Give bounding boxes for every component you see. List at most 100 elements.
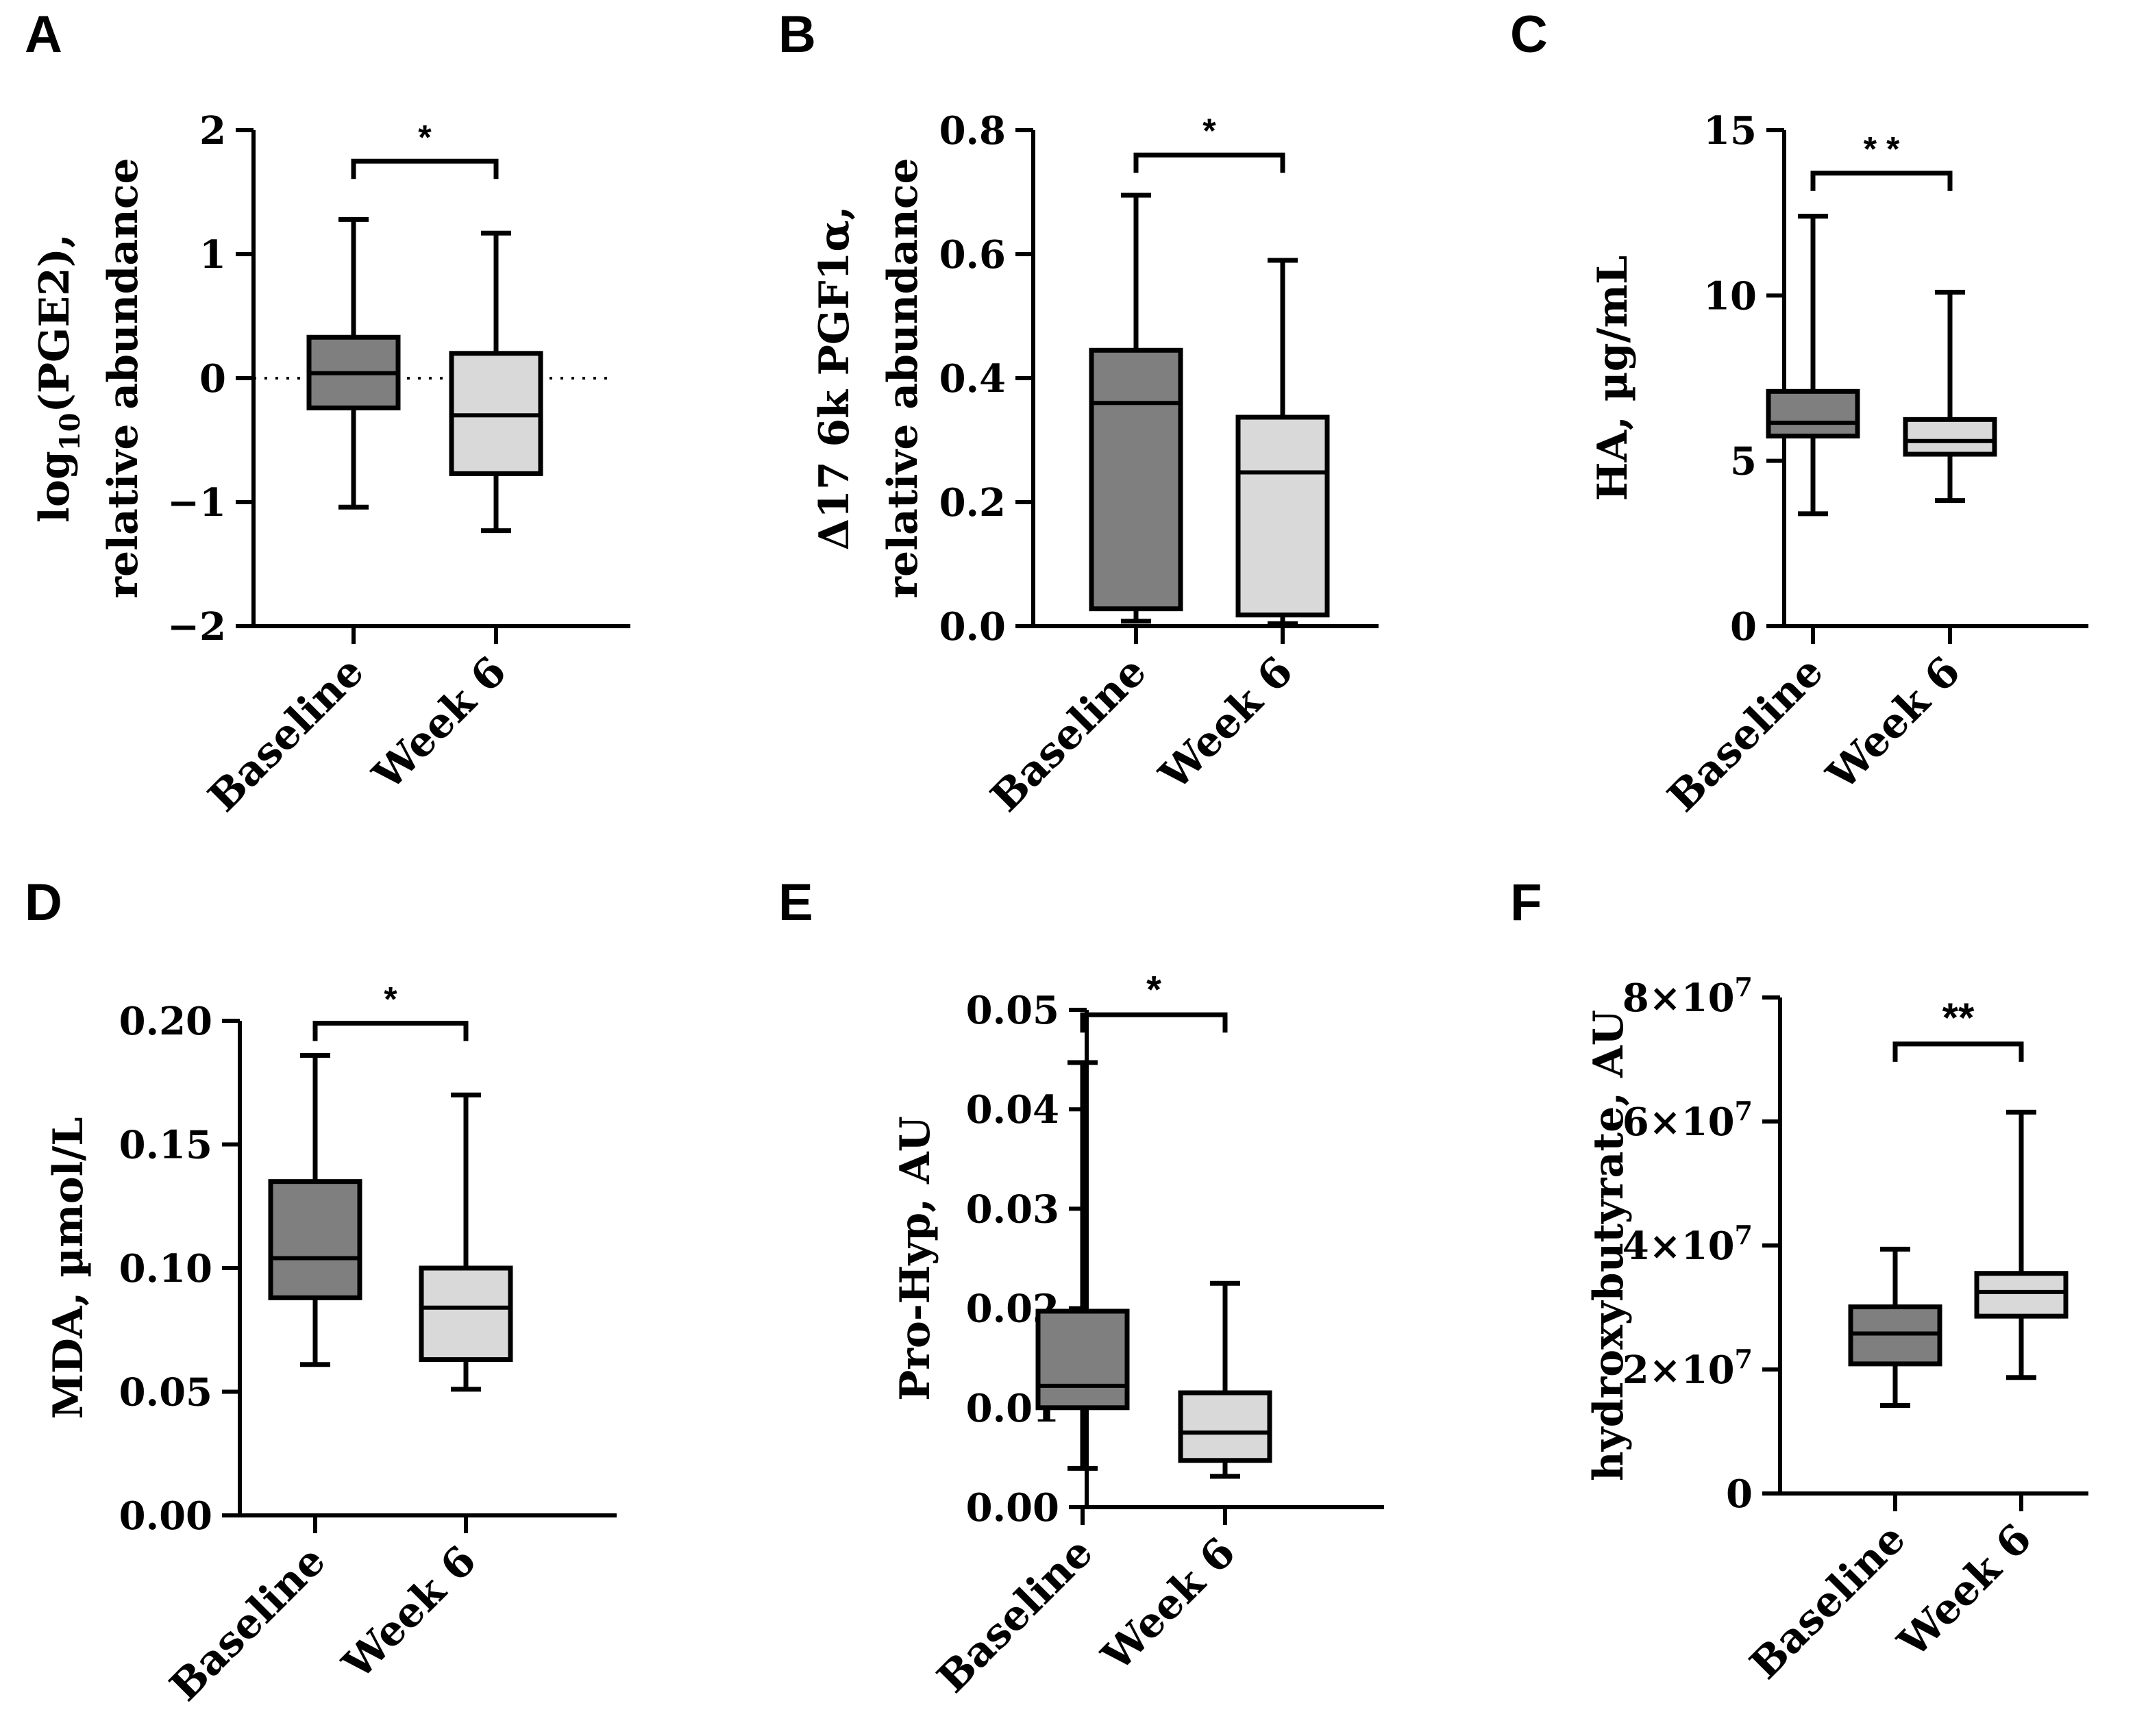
panel-a: A −2 −1 0 1 2 Baseline Week 6 * log10(PGE2), relat… <box>0 0 711 868</box>
panel-e: E 0.00 0.01 0.02 0.03 0.04 0.05 Baseline Week 6 *… <box>754 868 1465 1736</box>
iqr-box <box>1235 414 1330 618</box>
significance-label: * <box>418 118 432 156</box>
box-baseline <box>268 1053 362 1367</box>
y-tick-label: 10 <box>1703 273 1757 319</box>
y-tick-label: 0.05 <box>119 1370 212 1415</box>
significance-label: ** <box>1942 995 1975 1041</box>
y-axis-title: Pro-Hyp, AU <box>891 1116 939 1401</box>
y-tick-label: 4×107 <box>1622 1219 1753 1269</box>
box-week-6 <box>1974 1109 2069 1380</box>
x-category-label: Baseline <box>1659 647 1833 821</box>
iqr-box <box>1035 1309 1130 1411</box>
significance-bracket <box>1080 1012 1228 1033</box>
y-tick-label: 0.04 <box>966 1087 1059 1132</box>
y-tick-label: 0.6 <box>939 232 1006 277</box>
y-tick-label: 0 <box>199 356 226 401</box>
panel-c: C 0 5 10 15 Baseline Week 6 * * HA, µg/mL <box>1485 0 2135 868</box>
y-tick-label: 0.2 <box>939 480 1006 525</box>
panel-letter: D <box>25 873 62 932</box>
x-category-label: Baseline <box>928 1528 1102 1702</box>
panel-letter: C <box>1510 5 1548 64</box>
x-category-label: Week 6 <box>1818 647 1970 799</box>
y-tick-label: 1 <box>199 232 226 277</box>
significance-label: * <box>1146 967 1161 1010</box>
iqr-box <box>1974 1271 2069 1319</box>
significance-bracket <box>351 158 499 179</box>
box-week-6 <box>1903 290 1997 504</box>
panel-letter: E <box>778 873 813 932</box>
x-category-label: Baseline <box>161 1537 335 1711</box>
panel-letter: F <box>1510 873 1542 932</box>
x-category-label: Baseline <box>1741 1515 1915 1689</box>
panel-letter: A <box>25 5 62 64</box>
y-tick-label: 0.8 <box>939 108 1006 153</box>
y-tick-label: 5 <box>1730 439 1757 484</box>
y-axis-title: hydroxybutyrate, AU <box>1585 1010 1633 1481</box>
iqr-box <box>1178 1390 1272 1463</box>
y-axis-title: MDA, µmol/L <box>45 1117 92 1419</box>
y-tick-label: −1 <box>167 480 226 525</box>
significance-bracket <box>312 1021 469 1041</box>
panel-letter: B <box>778 5 816 64</box>
y-tick-label: 0 <box>1726 1472 1753 1517</box>
iqr-box <box>1903 417 1997 457</box>
x-category-label: Week 6 <box>364 647 516 799</box>
iqr-box <box>419 1265 513 1363</box>
y-axis-title: HA, µg/mL <box>1589 256 1637 501</box>
panel-f: F 0 2×107 4×107 6×107 8×107 Baseline Week 6 ** hy… <box>1485 868 2135 1736</box>
y-axis-title: relative abundance <box>99 158 147 598</box>
y-tick-label: 15 <box>1703 108 1757 153</box>
y-tick-label: 0.4 <box>939 356 1006 401</box>
y-tick-label: 6×107 <box>1622 1095 1753 1145</box>
y-tick-label: 2×107 <box>1622 1343 1753 1393</box>
x-category-label: Baseline <box>199 647 373 821</box>
box-baseline <box>1035 1060 1130 1471</box>
box-week-6 <box>1178 1280 1272 1479</box>
y-tick-label: 0.05 <box>966 988 1059 1033</box>
significance-label: * <box>384 980 397 1019</box>
y-tick-label: 0.0 <box>939 604 1006 649</box>
y-tick-label: −2 <box>167 604 226 649</box>
x-category-label: Baseline <box>982 647 1156 821</box>
x-category-label: Week 6 <box>1150 647 1303 799</box>
significance-bracket <box>1892 1041 2024 1062</box>
x-category-label: Week 6 <box>1093 1528 1245 1681</box>
iqr-box <box>268 1179 362 1300</box>
box-baseline <box>306 216 401 510</box>
y-tick-label: 0.10 <box>119 1246 212 1291</box>
panel-d: D 0.00 0.05 0.10 0.15 0.20 Baseline Week 6 * MDA,… <box>0 868 711 1736</box>
y-tick-label: 0.20 <box>119 999 212 1044</box>
significance-bracket <box>1810 171 1953 191</box>
significance-bracket <box>1133 152 1285 173</box>
y-axis-title: log10(PGE2), <box>31 234 86 523</box>
box-week-6 <box>449 230 543 534</box>
y-axis-title: relative abundance <box>879 158 927 598</box>
box-baseline <box>1089 193 1183 624</box>
y-tick-label: 8×107 <box>1622 971 1753 1021</box>
significance-label: * <box>1202 112 1216 150</box>
x-category-label: Week 6 <box>1889 1515 2041 1667</box>
box-week-6 <box>1235 258 1330 626</box>
y-tick-label: 0 <box>1730 604 1757 649</box>
panel-b: B 0.0 0.2 0.4 0.6 0.8 Baseline Week 6 * Δ17 6k PG… <box>754 0 1465 868</box>
y-tick-label: 0.15 <box>119 1123 212 1168</box>
significance-label: * * <box>1864 130 1900 169</box>
y-tick-label: 2 <box>199 108 226 153</box>
x-category-label: Week 6 <box>334 1537 486 1689</box>
box-baseline <box>1848 1246 1942 1408</box>
iqr-box <box>1766 388 1860 438</box>
box-baseline <box>1766 213 1860 517</box>
y-tick-label: 0.00 <box>119 1493 212 1539</box>
box-week-6 <box>419 1092 513 1392</box>
y-axis-title: Δ17 6k PGF1α, <box>811 206 859 551</box>
y-tick-label: 0.00 <box>966 1485 1059 1530</box>
iqr-box <box>1089 347 1183 612</box>
y-tick-label: 0.03 <box>966 1187 1059 1232</box>
